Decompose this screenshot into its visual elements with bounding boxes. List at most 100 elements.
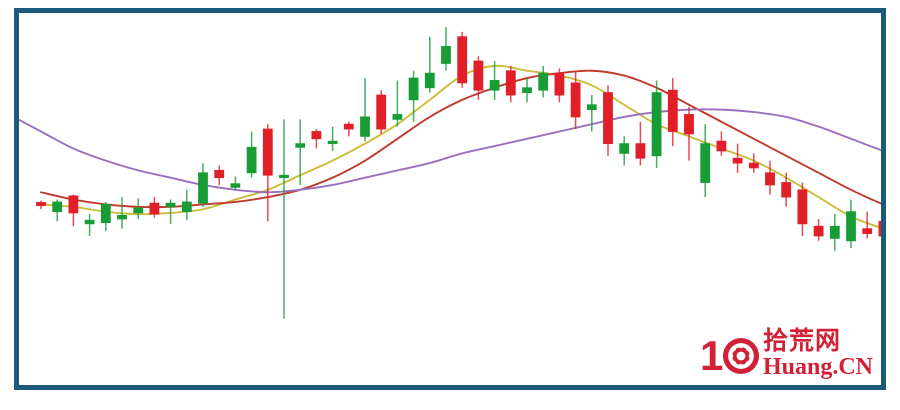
candle[interactable] xyxy=(748,153,759,173)
candle-body xyxy=(700,143,711,183)
candle[interactable] xyxy=(473,56,484,100)
candle[interactable] xyxy=(376,90,387,134)
candle[interactable] xyxy=(781,172,792,207)
candle-body xyxy=(279,174,289,179)
candle-body xyxy=(424,72,435,89)
candle[interactable] xyxy=(117,197,127,229)
candle-body xyxy=(311,131,322,140)
candle[interactable] xyxy=(538,65,549,98)
candle[interactable] xyxy=(441,27,451,71)
candle-body xyxy=(765,172,775,186)
candle-body xyxy=(441,46,451,64)
candle-body xyxy=(522,87,532,94)
candle[interactable] xyxy=(68,194,79,227)
candle-body xyxy=(52,201,63,213)
candlestick-layer xyxy=(36,27,881,319)
candle-body xyxy=(473,60,484,91)
candle-body xyxy=(846,211,856,242)
candle[interactable] xyxy=(392,80,403,127)
candle[interactable] xyxy=(424,36,435,93)
candle[interactable] xyxy=(408,70,419,122)
candle-body xyxy=(716,140,727,152)
candle-body xyxy=(667,89,678,132)
candle-body xyxy=(878,220,881,237)
candle[interactable] xyxy=(813,218,824,241)
ma-long-line xyxy=(19,108,881,194)
candle[interactable] xyxy=(489,61,500,100)
candle-body xyxy=(797,189,808,225)
candle[interactable] xyxy=(149,197,160,218)
candle-body xyxy=(603,92,613,145)
candle-body xyxy=(813,225,824,237)
candle-body xyxy=(684,114,694,135)
candle-body xyxy=(408,77,419,101)
candle-body xyxy=(586,104,597,111)
ma-mid-line xyxy=(40,69,881,209)
candle-body xyxy=(635,143,646,159)
candle[interactable] xyxy=(36,200,46,210)
candle[interactable] xyxy=(214,165,225,185)
candle[interactable] xyxy=(586,95,597,132)
candle-body xyxy=(360,116,370,137)
candle[interactable] xyxy=(667,78,678,147)
candle[interactable] xyxy=(846,199,856,249)
candle[interactable] xyxy=(230,176,241,190)
candle-body xyxy=(68,195,79,214)
candle[interactable] xyxy=(522,78,532,103)
candle[interactable] xyxy=(457,31,468,88)
candle[interactable] xyxy=(262,124,273,222)
candle[interactable] xyxy=(198,163,208,207)
candle[interactable] xyxy=(700,124,711,198)
candle-body xyxy=(489,80,500,91)
candle-body xyxy=(149,202,160,215)
candle[interactable] xyxy=(829,214,840,251)
candle[interactable] xyxy=(360,78,370,142)
candle-body xyxy=(295,143,306,148)
candle-body xyxy=(165,202,176,208)
candle-body xyxy=(214,169,225,179)
candle[interactable] xyxy=(100,201,111,232)
candle[interactable] xyxy=(133,198,144,219)
candle-body xyxy=(732,157,743,164)
candle[interactable] xyxy=(84,214,95,236)
candle[interactable] xyxy=(732,143,743,173)
candlestick-plot-area[interactable] xyxy=(19,13,881,385)
candle[interactable] xyxy=(635,121,646,166)
candle-body xyxy=(554,72,565,96)
candle[interactable] xyxy=(716,131,727,156)
candle-body xyxy=(829,225,840,239)
candle-body xyxy=(505,70,516,96)
candle[interactable] xyxy=(279,119,289,319)
candlestick-svg xyxy=(19,27,881,319)
candle-body xyxy=(327,140,338,145)
candle[interactable] xyxy=(797,182,808,236)
candle[interactable] xyxy=(570,70,581,130)
candle[interactable] xyxy=(603,85,613,156)
candle[interactable] xyxy=(246,131,257,178)
candle[interactable] xyxy=(765,160,775,195)
candle[interactable] xyxy=(619,136,630,166)
candle-body xyxy=(262,128,273,176)
candle-body xyxy=(343,123,354,130)
candle-body xyxy=(117,214,127,220)
ma-short-line xyxy=(40,64,881,229)
candle[interactable] xyxy=(311,129,322,149)
candle[interactable] xyxy=(327,126,338,151)
candle[interactable] xyxy=(878,214,881,243)
candle-body xyxy=(748,162,759,169)
candle[interactable] xyxy=(505,65,516,103)
candle[interactable] xyxy=(295,119,306,185)
candle[interactable] xyxy=(554,68,565,103)
candle[interactable] xyxy=(181,189,192,221)
candle-body xyxy=(538,72,549,91)
candle[interactable] xyxy=(684,107,694,161)
candle-body xyxy=(100,203,111,224)
candle[interactable] xyxy=(862,211,873,239)
candle[interactable] xyxy=(165,199,176,224)
candle[interactable] xyxy=(343,121,354,137)
candle-body xyxy=(230,183,241,188)
candle-body xyxy=(246,146,257,174)
candle[interactable] xyxy=(651,80,662,168)
candle[interactable] xyxy=(52,199,63,222)
